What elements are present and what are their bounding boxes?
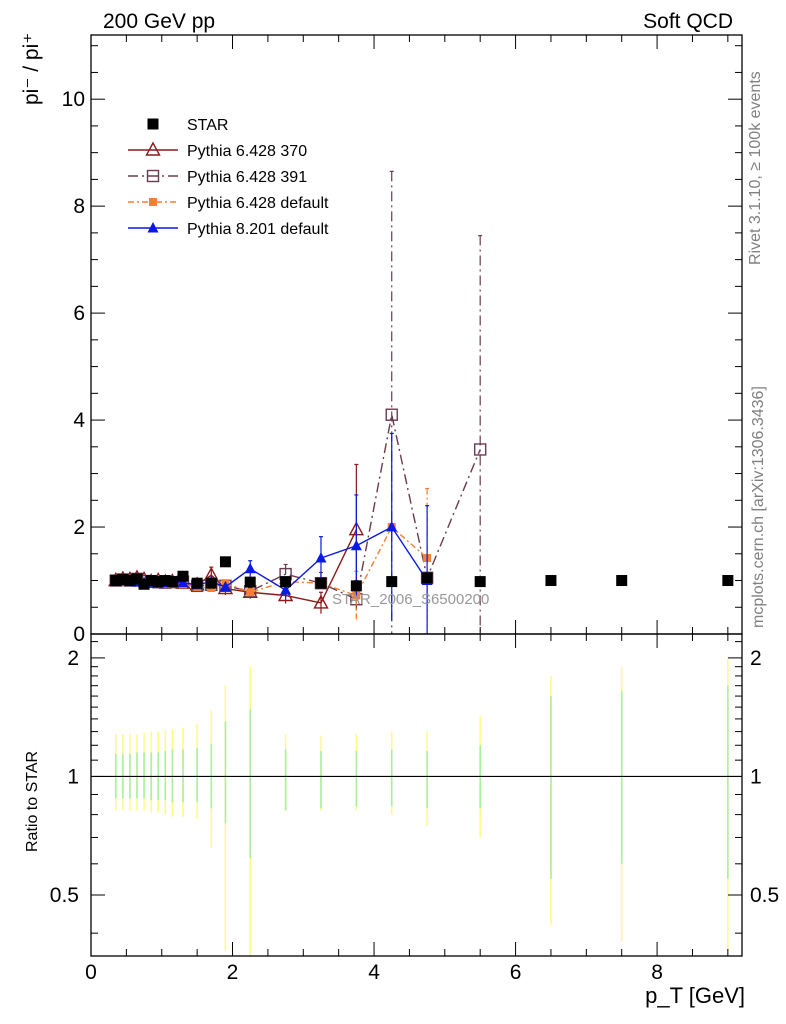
data-point bbox=[159, 575, 171, 587]
data-point bbox=[152, 576, 164, 588]
legend-label: Pythia 6.428 391 bbox=[187, 169, 307, 186]
data-point bbox=[246, 588, 255, 597]
legend-marker bbox=[145, 141, 161, 156]
y-tick-label: 8 bbox=[73, 195, 85, 218]
ratio-error-bands bbox=[114, 657, 729, 956]
data-point bbox=[386, 521, 398, 532]
ratio-tick-label: 0.5 bbox=[50, 884, 79, 907]
data-point bbox=[191, 577, 203, 589]
top-y-axis-label: pi⁻ / pi⁺ bbox=[20, 33, 43, 105]
data-point bbox=[385, 408, 398, 421]
data-point bbox=[166, 576, 178, 588]
legend-label: STAR bbox=[187, 117, 228, 134]
legend-entry: Pythia 6.428 391 bbox=[128, 169, 307, 186]
data-point bbox=[138, 578, 150, 590]
legend-entry: STAR bbox=[147, 117, 228, 134]
top-panel-series bbox=[108, 170, 734, 634]
data-point bbox=[545, 575, 557, 587]
data-point bbox=[177, 576, 189, 588]
y-tick-label: 2 bbox=[73, 516, 85, 539]
data-point bbox=[205, 577, 217, 589]
legend-marker bbox=[147, 118, 159, 130]
data-point bbox=[350, 580, 362, 592]
data-point bbox=[177, 570, 189, 582]
series-star bbox=[110, 556, 734, 592]
legend-label: Pythia 6.428 default bbox=[187, 195, 329, 212]
data-point bbox=[386, 576, 398, 588]
x-tick-label: 4 bbox=[368, 961, 380, 984]
x-axis-label: p_T [GeV] bbox=[645, 983, 745, 1008]
legend-entry: Pythia 8.201 default bbox=[128, 221, 329, 238]
data-point bbox=[616, 575, 628, 587]
data-point bbox=[315, 577, 327, 589]
legend-marker bbox=[147, 222, 159, 233]
data-point bbox=[219, 556, 231, 568]
ratio-tick-label: 1 bbox=[67, 765, 79, 788]
data-point bbox=[722, 575, 734, 587]
x-tick-label: 8 bbox=[651, 961, 663, 984]
data-point bbox=[244, 576, 256, 588]
series-pythia-6-428-391 bbox=[109, 170, 487, 634]
ratio-y-axis-label: Ratio to STAR bbox=[24, 751, 41, 852]
legend-entry: Pythia 6.428 370 bbox=[128, 141, 307, 160]
x-tick-label: 2 bbox=[227, 961, 239, 984]
header-right: Soft QCD bbox=[643, 10, 733, 33]
legend-label: Pythia 6.428 370 bbox=[187, 143, 307, 160]
data-point bbox=[117, 573, 129, 585]
legend-entry: Pythia 6.428 default bbox=[128, 195, 329, 212]
legend-label: Pythia 8.201 default bbox=[187, 221, 329, 238]
ratio-panel-frame bbox=[90, 633, 743, 957]
rivet-version-label: Rivet 3.1.10, ≥ 100k events bbox=[747, 71, 764, 265]
data-point bbox=[124, 575, 136, 587]
data-point bbox=[145, 575, 157, 587]
data-point bbox=[313, 594, 329, 609]
source-label: mcplots.cern.ch [arXiv:1306.3436] bbox=[750, 386, 767, 628]
ratio-tick-label: 2 bbox=[750, 647, 762, 670]
data-point bbox=[315, 552, 327, 563]
data-point bbox=[421, 572, 433, 584]
data-point bbox=[280, 584, 292, 595]
ratio-tick-label: 1 bbox=[750, 765, 762, 788]
legend-marker bbox=[146, 169, 160, 183]
y-tick-label: 6 bbox=[73, 302, 85, 325]
legend: STAR Pythia 6.428 370 Pythia 6.428 391 Pyth… bbox=[128, 117, 329, 238]
series-line bbox=[115, 414, 481, 601]
data-point bbox=[280, 576, 292, 588]
x-tick-label: 6 bbox=[510, 961, 522, 984]
data-point bbox=[473, 443, 487, 456]
series-pythia-6-428-370 bbox=[108, 463, 365, 614]
ratio-tick-label: 0.5 bbox=[750, 884, 779, 907]
ratio-tick-label: 2 bbox=[67, 647, 79, 670]
x-tick-label: 0 bbox=[85, 961, 97, 984]
data-point bbox=[244, 562, 256, 574]
data-point bbox=[350, 539, 362, 551]
y-tick-label: 4 bbox=[73, 409, 85, 432]
data-point bbox=[131, 573, 143, 585]
data-point bbox=[474, 576, 486, 588]
legend-marker bbox=[149, 198, 157, 206]
y-tick-label: 10 bbox=[62, 88, 85, 111]
analysis-watermark: STAR_2006_S6500200 bbox=[332, 591, 489, 608]
data-point bbox=[219, 580, 231, 592]
data-point bbox=[110, 575, 122, 587]
header-left: 200 GeV pp bbox=[103, 10, 215, 33]
y-tick-label: 0 bbox=[73, 623, 85, 646]
